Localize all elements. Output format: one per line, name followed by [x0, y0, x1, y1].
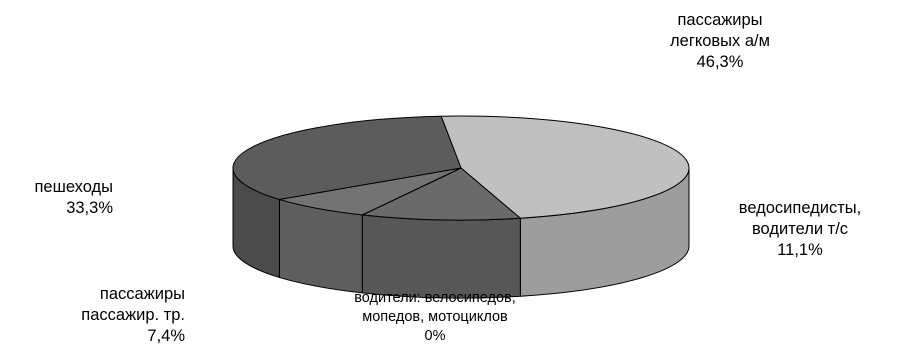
slice-label-pedestrians: пешеходы 33,3%: [0, 177, 113, 219]
slice-label-line: легковых а/м: [670, 32, 770, 50]
slice-value-label: 7,4%: [147, 327, 185, 345]
pie-slice-pedestrians: [232, 115, 462, 200]
slice-label-line: ведосипедисты,: [738, 199, 862, 217]
slice-value-label: 11,1%: [777, 241, 823, 259]
slice-label-line: мопедов, мотоциклов: [362, 309, 508, 325]
pie-slice-public-transport-passengers: [279, 167, 462, 216]
slice-label-line: пешеходы: [34, 178, 113, 196]
slice-value-label: 46,3%: [696, 53, 744, 71]
slice-label-passenger-cars: пассажиры легковых а/м 46,3%: [600, 10, 840, 73]
slice-label-line: пассажиры: [677, 11, 763, 29]
pie-slice-passenger-cars: [440, 115, 690, 219]
slice-label-line: пассажир. тр.: [81, 306, 185, 324]
slice-value-label: 33,3%: [66, 199, 113, 217]
slice-label-line: водители т/с: [751, 220, 849, 238]
slice-label-line: пассажиры: [99, 285, 185, 303]
slice-label-cyclists-drivers: ведосипедисты, водители т/с 11,1%: [690, 198, 901, 261]
pie-slice-cyclists-drivers-side: [361, 214, 521, 299]
pie-slice-cyclists-drivers: [360, 167, 522, 221]
slice-label-moto-drivers: водители: велосипедов, мопедов, мотоцикл…: [285, 289, 585, 346]
slice-value-label: 0%: [424, 328, 446, 344]
slice-label-line: водители: велосипедов,: [354, 290, 516, 306]
slice-label-public-transport-passengers: пассажиры пассажир. тр. 7,4%: [0, 284, 185, 347]
